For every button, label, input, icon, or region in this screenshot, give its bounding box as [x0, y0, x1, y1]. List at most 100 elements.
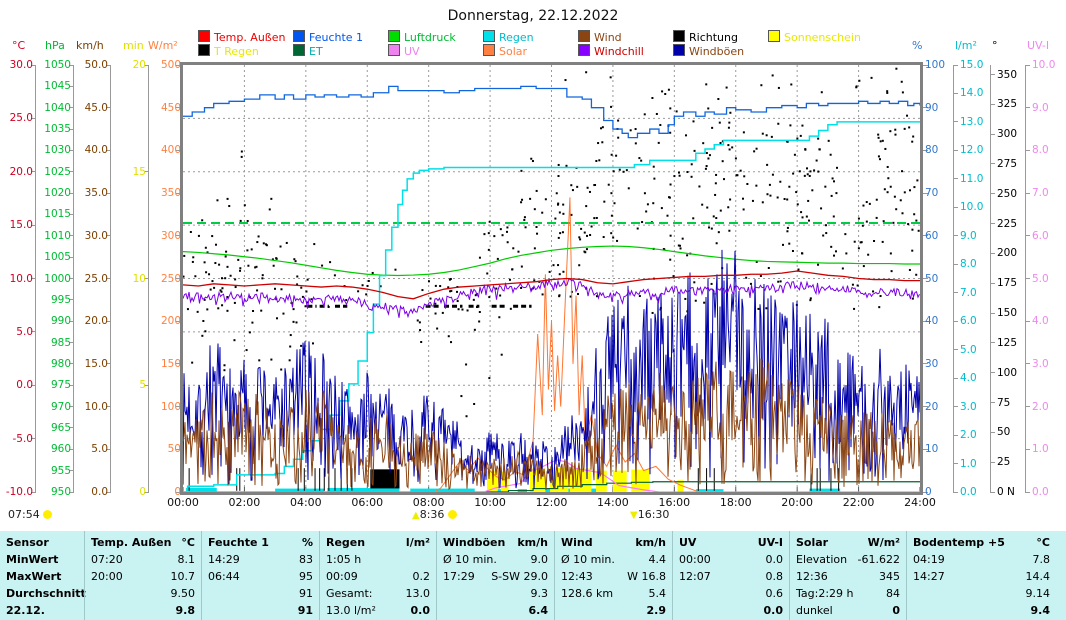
wind-direction-dot [759, 274, 762, 277]
wind-direction-dot [292, 308, 295, 311]
wind-direction-dot [255, 265, 258, 268]
wind-direction-dot [690, 175, 693, 178]
table-cell-label: Ø 10 min. [443, 553, 497, 566]
axis-tick [923, 448, 928, 450]
wind-direction-dot [223, 364, 226, 367]
table-cell-value: UV-I [757, 536, 783, 549]
wind-direction-dot [860, 241, 863, 244]
axis-line [990, 65, 991, 492]
wind-direction-dot [817, 170, 820, 173]
wind-direction-dot [272, 264, 275, 267]
wind-direction-dot [217, 307, 220, 310]
table-row: MaxWert [6, 568, 78, 585]
axis-unit-km-h: km/h [76, 39, 104, 52]
axis-tick [69, 256, 74, 258]
axis-tick [69, 320, 74, 322]
wind-direction-dot [569, 295, 572, 298]
table-row: 00:00 0.0 [679, 551, 783, 568]
axis-tick [953, 263, 958, 265]
wind-direction-dot [221, 287, 224, 290]
legend-item-temp-au-en: Temp. Außen [198, 30, 285, 44]
table-row: Regen l/m² [326, 534, 430, 551]
table-row: Temp. Außen °C [91, 534, 195, 551]
axis-tick-label: 90 [925, 101, 939, 114]
wind-direction-dot [418, 321, 421, 324]
axis-tick [1025, 448, 1030, 450]
wind-direction-dot [585, 205, 588, 208]
wind-direction-dot [659, 124, 662, 127]
axis-tick [953, 178, 958, 180]
wind-direction-dot [610, 232, 613, 235]
wind-direction-dot [851, 283, 854, 286]
wind-direction-dot [868, 202, 871, 205]
wind-direction-dot [781, 243, 784, 246]
wind-direction-dot [857, 247, 860, 250]
axis-tick [953, 491, 958, 493]
wind-direction-dot [602, 236, 605, 239]
wind-direction-dot [831, 177, 834, 180]
axis-tick [990, 282, 995, 284]
wind-direction-dot [707, 107, 710, 110]
wind-direction-dot [596, 295, 599, 298]
axis-tick [176, 278, 181, 279]
wind-direction-dot [473, 328, 476, 331]
wind-direction-dot [704, 167, 707, 170]
axis-tick [990, 372, 995, 374]
wind-direction-dot [777, 86, 780, 89]
axis-tick [990, 402, 995, 404]
wind-direction-dot [883, 188, 886, 191]
wind-direction-dot [804, 148, 807, 151]
axis-tick [176, 235, 181, 237]
table-row: Feuchte 1% [208, 534, 313, 551]
axis-tick [990, 342, 995, 344]
wind-direction-dot [845, 252, 848, 255]
wind-direction-dot [710, 227, 713, 230]
wind-direction-dot [530, 157, 533, 160]
axis-tick [106, 235, 111, 237]
wind-direction-dot [554, 217, 557, 220]
wind-direction-dot [493, 235, 496, 238]
axis-tick-label: 7.0 [960, 286, 977, 299]
wind-direction-dot [221, 304, 224, 307]
wind-direction-dot [597, 142, 600, 145]
wind-direction-dot [714, 182, 717, 185]
table-cell-label: Durchschnitt [6, 587, 86, 600]
axis-tick-label: 30 [925, 357, 939, 370]
tregen_block [370, 469, 400, 489]
axis-tick-label: 12.0 [960, 144, 984, 157]
legend-item-windchill: Windchill [578, 44, 644, 58]
wind-direction-dot [634, 142, 637, 145]
table-row: Sensor [6, 534, 78, 551]
wind-direction-dot [796, 137, 799, 140]
axis-tick-label: 5.0 [16, 325, 33, 338]
legend-swatch-icon [293, 30, 305, 42]
wind-direction-dot [590, 225, 593, 228]
wind-direction-dot [723, 178, 726, 181]
legend-label: Feuchte 1 [309, 31, 364, 44]
table-row: 17:29 S-SW 29.0 [443, 568, 548, 585]
wind-direction-dot [520, 265, 523, 268]
axis-tick [31, 278, 36, 279]
x-axis-label: 04:00 [289, 496, 322, 509]
table-cell-value: W 16.8 [627, 570, 666, 583]
table-cell-value: 9.3 [530, 587, 549, 600]
wind-direction-dot [836, 166, 839, 169]
wind-direction-dot [911, 228, 914, 231]
wind-direction-dot [916, 179, 919, 182]
wind-direction-dot [786, 198, 789, 201]
wind-direction-dot [571, 189, 574, 192]
table-cell-value: 14.4 [1025, 570, 1051, 583]
wind-direction-dot [450, 289, 453, 292]
wind-direction-dot [911, 297, 914, 300]
wind-direction-dot [889, 130, 892, 133]
axis-tick [69, 342, 74, 344]
axis-tick-label: 11.0 [960, 172, 984, 185]
wind-direction-dot [243, 204, 246, 207]
wind-direction-dot [509, 307, 512, 310]
wind-direction-dot [882, 220, 885, 223]
wind-direction-dot [638, 157, 641, 160]
wind-direction-dot [807, 219, 810, 222]
wind-direction-dot [710, 282, 713, 285]
wind-direction-dot [365, 293, 368, 296]
wind-direction-dot [809, 299, 812, 302]
